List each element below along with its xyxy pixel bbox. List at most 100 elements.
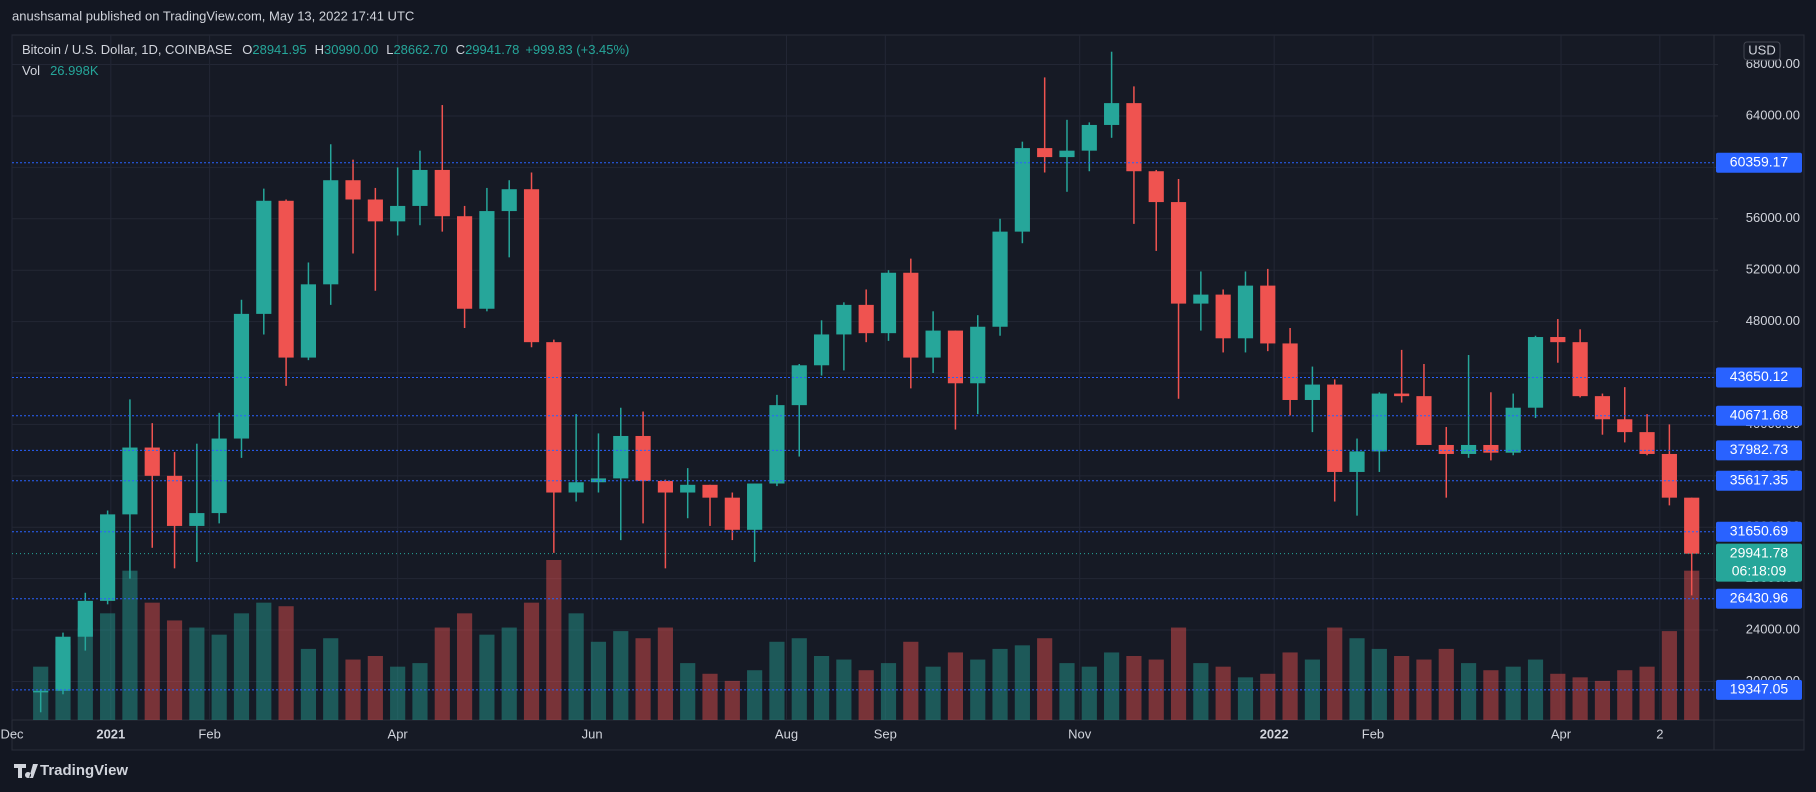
volume-bar [813, 656, 830, 720]
candle-body [1394, 393, 1410, 397]
volume-bar [501, 627, 517, 720]
volume-bar [1237, 677, 1254, 720]
volume-bar [122, 570, 138, 720]
candle-body [1460, 444, 1477, 454]
volume-bar [1617, 670, 1633, 720]
candle-body [1282, 343, 1298, 400]
volume-bar [1126, 656, 1142, 720]
volume-bar [702, 673, 718, 720]
candle-body [1661, 453, 1677, 498]
volume-bar [925, 666, 941, 720]
published-line: anushsamal published on TradingView.com,… [12, 8, 414, 23]
volume-bar [434, 627, 450, 720]
candle-body [1684, 497, 1700, 554]
volume-bar [412, 663, 428, 720]
volume-bar [323, 638, 339, 720]
ohlc-key: O [242, 42, 252, 57]
countdown: 06:18:09 [1732, 562, 1787, 578]
candle-body [791, 365, 807, 406]
level-tag [1716, 679, 1802, 700]
brand-logo [14, 764, 38, 778]
volume-bar [1483, 670, 1499, 720]
volume-bar [903, 641, 919, 720]
level-tag-label: 19347.05 [1730, 681, 1789, 697]
candle-body [1349, 451, 1365, 472]
candle-body [367, 199, 383, 222]
candle-body [1550, 337, 1566, 343]
volume-bar [1104, 652, 1120, 720]
y-tick-label: 56000.00 [1746, 210, 1800, 225]
volume-value: 26.998K [50, 63, 99, 78]
y-tick-label: 24000.00 [1746, 621, 1800, 636]
candle-body [769, 405, 785, 484]
volume-bar [747, 670, 763, 720]
volume-bar [1170, 627, 1187, 720]
level-tag [1716, 470, 1802, 491]
candle-body [1148, 171, 1164, 203]
candle-body [1639, 432, 1655, 454]
volume-bar [836, 659, 852, 720]
volume-bar [457, 613, 473, 720]
candle-body [256, 200, 272, 314]
volume-bar [523, 602, 540, 720]
candle-body [1438, 444, 1454, 454]
brand-name: TradingView [40, 762, 128, 779]
level-tag [1716, 405, 1802, 426]
volume-bar [613, 631, 629, 720]
ohlc-value: 28662.70 [393, 42, 447, 57]
volume-bar [992, 648, 1008, 720]
candle-body [479, 211, 495, 309]
x-tick-label: Apr [388, 726, 409, 741]
ohlc-key: L [386, 42, 393, 57]
candle-body [613, 435, 629, 479]
last-price-tag [1716, 543, 1802, 582]
candle-body [970, 326, 986, 384]
volume-bar [1572, 677, 1588, 720]
volume-bar [166, 620, 183, 720]
candle-body [925, 330, 941, 358]
volume-bar [769, 641, 785, 720]
candle-body [323, 180, 339, 285]
x-tick-label: 2022 [1260, 726, 1289, 741]
volume-bar [189, 627, 205, 720]
candle-body [1059, 150, 1075, 158]
volume-bar [1215, 666, 1231, 720]
candle-body [1594, 396, 1611, 420]
volume-bar [278, 606, 294, 720]
symbol-name: Bitcoin / U.S. Dollar, 1D, COINBASE [22, 42, 233, 57]
candle-body [390, 205, 406, 222]
chart-pane [11, 34, 1805, 751]
volume-bar [1527, 659, 1544, 720]
candle-body [680, 484, 696, 493]
volume-bar [1550, 673, 1566, 720]
candle-body [77, 600, 93, 637]
candle-body [1215, 294, 1231, 339]
candle-body [1416, 396, 1432, 445]
candle-body [189, 513, 205, 526]
x-tick-label: Feb [1362, 726, 1384, 741]
candle-body [590, 478, 607, 483]
volume-bar [479, 634, 495, 720]
candle-body [546, 342, 562, 493]
x-tick-label: Apr [1551, 726, 1572, 741]
volume-bar [144, 602, 160, 720]
candle-body [345, 180, 361, 200]
candle-body [1193, 294, 1209, 304]
candle-body [880, 272, 897, 334]
level-tag-label: 60359.17 [1730, 153, 1789, 169]
currency: USD [1748, 42, 1775, 57]
candle-body [836, 304, 852, 335]
level-tag [1716, 440, 1802, 461]
volume-bar [1282, 652, 1298, 720]
volume-bar [590, 641, 607, 720]
candle-body [55, 636, 71, 691]
volume-bar [300, 648, 317, 720]
candle-body [434, 169, 450, 217]
volume-bar [1505, 666, 1521, 720]
ohlc-value: 29941.78 [465, 42, 519, 57]
x-tick-label: Jun [582, 726, 603, 741]
candle-body [457, 216, 473, 309]
volume-bar [947, 652, 964, 720]
